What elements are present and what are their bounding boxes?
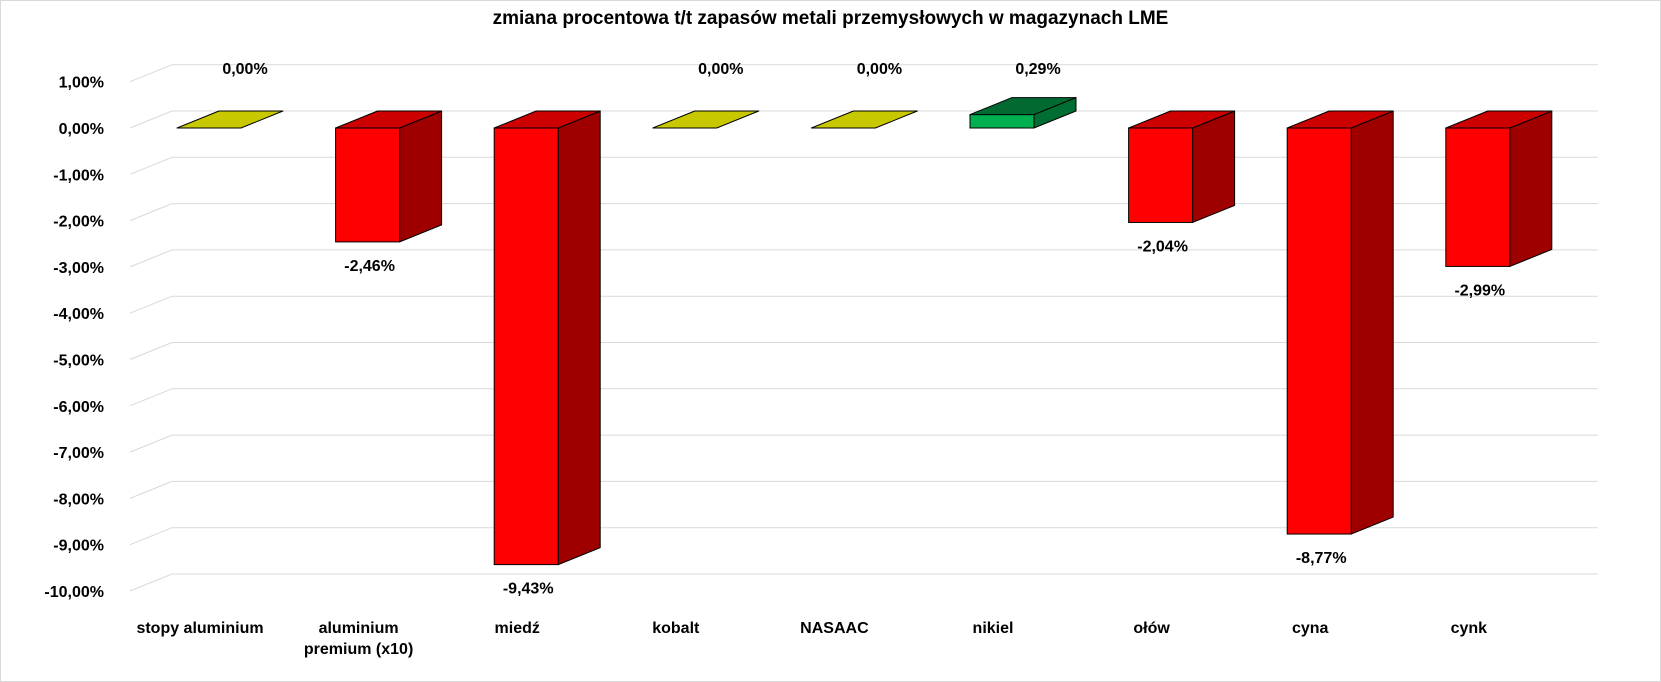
x-tick-label: miedź [495,620,540,637]
y-tick-label: -8,00% [53,491,104,508]
bar-front [1445,127,1511,267]
x-tick-label: cynk [1451,620,1488,637]
gridline-depth [129,249,173,268]
gridline-depth [129,156,173,175]
y-tick-label: -4,00% [53,306,104,323]
value-label: -8,77% [1296,550,1347,567]
y-tick-label: -7,00% [53,445,104,462]
gridline-depth [129,434,173,453]
x-tick-label: stopy aluminium [136,620,263,637]
bar-side [399,110,443,243]
bar-side [557,110,601,566]
y-tick-label: -10,00% [44,584,104,601]
y-tick-label: -9,00% [53,538,104,555]
gridline-depth [129,203,173,222]
value-label: -9,43% [503,581,554,598]
bar [493,110,601,566]
bar-front [1128,127,1194,223]
x-tick-label: cyna [1292,620,1329,637]
y-tick-label: 1,00% [59,75,104,92]
y-tick-label: -3,00% [53,260,104,277]
chart-bars [176,97,1553,566]
bar-top [1286,110,1394,129]
y-tick-label: -5,00% [53,353,104,370]
bar [1286,110,1394,535]
bar [652,110,760,129]
bar [810,110,918,129]
x-tick-label: aluminium [319,620,399,637]
bar [1128,110,1236,223]
value-label: 0,00% [698,61,743,78]
gridline-depth [129,388,173,407]
value-label: 0,29% [1015,61,1060,78]
bar-side [1350,110,1394,535]
bar-side [1192,110,1236,223]
bar-top [969,97,1077,116]
value-label: 0,00% [222,61,267,78]
x-tick-label: kobalt [652,620,700,637]
bar-top [335,110,443,129]
bar-side [1509,110,1553,267]
y-tick-label: -1,00% [53,167,104,184]
gridline-depth [129,342,173,360]
y-tick-label: -6,00% [53,399,104,416]
y-tick-label: -2,00% [53,214,104,231]
value-label: 0,00% [857,61,902,78]
bar-top [1445,110,1553,129]
gridline-depth [129,64,173,83]
y-axis-labels: 1,00% 0,00% -1,00% -2,00% -3,00% -4,00% -5,00%… [44,75,104,601]
x-axis-labels: stopy aluminium aluminium premium (x10) mie… [136,620,1487,658]
gridline-depth [129,527,173,546]
chart-title: zmiana procentowa t/t zapasów metali prz… [492,8,1169,29]
bar [335,110,443,243]
gridline-depth [129,110,173,129]
x-tick-label: NASAAC [800,620,869,637]
x-tick-label: premium (x10) [304,641,413,658]
y-tick-label: 0,00% [59,121,104,138]
bar-front [335,127,401,243]
bar-top [493,110,601,129]
bar-front [493,127,559,566]
bar-front [969,114,1035,129]
bar [969,97,1077,129]
bar [176,110,284,129]
value-label: -2,04% [1137,238,1188,255]
gridline-depth [129,573,173,592]
bar-top [176,110,284,129]
value-labels: 0,00% -2,46% -9,43% 0,00% 0,00% 0,29% -2,04% -8… [222,61,1505,598]
bar-top [652,110,760,129]
bar-front [1286,127,1352,535]
gridline-depth [129,295,173,314]
bar [1445,110,1553,267]
value-label: -2,99% [1454,282,1505,299]
x-tick-label: nikiel [973,620,1014,637]
value-label: -2,46% [344,258,395,275]
x-tick-label: ołów [1133,620,1170,637]
bar-top [810,110,918,129]
bar-top [1128,110,1236,129]
gridline-depth [129,480,173,499]
